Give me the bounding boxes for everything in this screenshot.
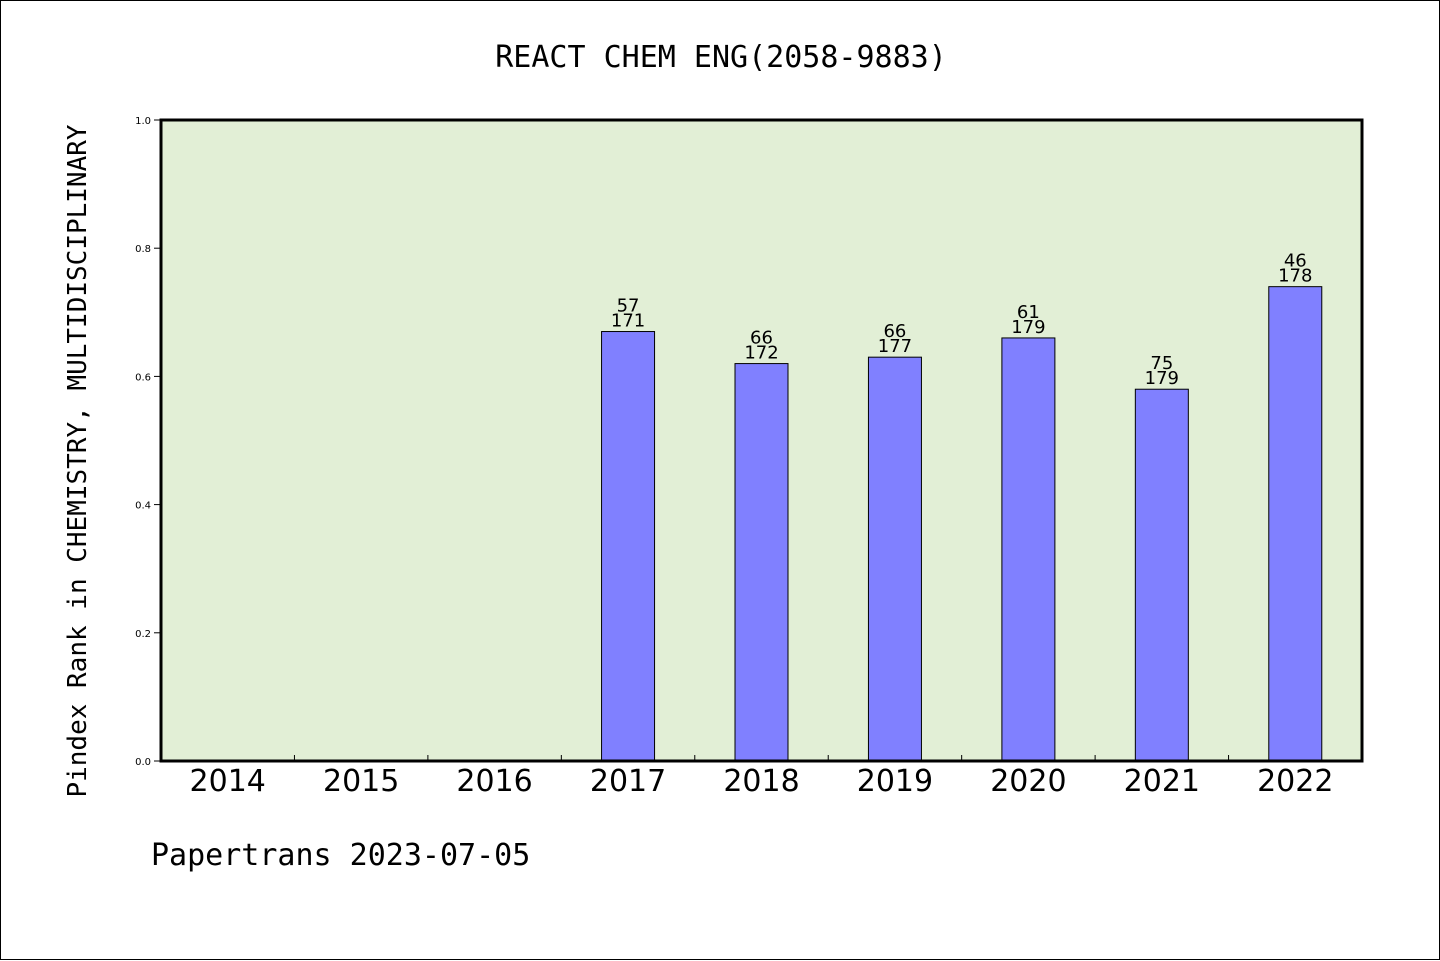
bar bbox=[1001, 337, 1056, 762]
y-tick-label: 0.8 bbox=[135, 244, 151, 255]
plot-border bbox=[159, 118, 1364, 763]
x-tick-label: 2015 bbox=[323, 764, 399, 799]
y-axis: 0.0 0.2 0.4 0.6 0.8 1.0 bbox=[135, 116, 161, 768]
bar-total-label: 177 bbox=[878, 336, 912, 357]
footer-credit: Papertrans 2023-07-05 bbox=[151, 838, 530, 873]
bar-total-label: 179 bbox=[1145, 368, 1179, 389]
bar-rank-label: 57 bbox=[617, 296, 640, 317]
y-tick-label: 0.0 bbox=[135, 757, 151, 768]
x-tick-label: 2017 bbox=[590, 764, 666, 799]
bars-group bbox=[601, 286, 1323, 762]
bar bbox=[734, 363, 789, 762]
bar bbox=[1134, 388, 1189, 762]
x-axis: 2014 2015 2016 2017 2018 2019 2020 2021 2022 bbox=[190, 755, 1333, 799]
x-tick-label: 2018 bbox=[723, 764, 799, 799]
x-tick-label: 2016 bbox=[456, 764, 532, 799]
bar-total-label: 172 bbox=[744, 343, 778, 364]
bar-total-label: 179 bbox=[1011, 317, 1045, 338]
y-tick-label: 0.2 bbox=[135, 629, 151, 640]
y-tick-label: 1.0 bbox=[135, 116, 151, 127]
bar-rank-label: 66 bbox=[883, 321, 906, 342]
bar-rank-label: 61 bbox=[1017, 302, 1040, 323]
x-tick-label: 2020 bbox=[990, 764, 1066, 799]
bar-total-label: 178 bbox=[1278, 266, 1312, 287]
bar-total-label: 171 bbox=[611, 311, 645, 332]
bar bbox=[867, 356, 922, 762]
y-tick-label: 0.4 bbox=[135, 501, 151, 512]
bar bbox=[601, 331, 656, 762]
chart-title: REACT CHEM ENG(2058-9883) bbox=[495, 40, 947, 75]
bar bbox=[1268, 286, 1323, 762]
y-axis-label: Pindex Rank in CHEMISTRY, MULTIDISCIPLIN… bbox=[63, 124, 93, 797]
x-tick-label: 2019 bbox=[857, 764, 933, 799]
x-tick-label: 2021 bbox=[1124, 764, 1200, 799]
x-tick-label: 2022 bbox=[1257, 764, 1333, 799]
bar-rank-label: 46 bbox=[1284, 251, 1307, 272]
bar-rank-label: 75 bbox=[1150, 353, 1173, 374]
x-tick-label: 2014 bbox=[190, 764, 266, 799]
y-tick-label: 0.6 bbox=[135, 372, 151, 383]
bar-rank-label: 66 bbox=[750, 328, 773, 349]
